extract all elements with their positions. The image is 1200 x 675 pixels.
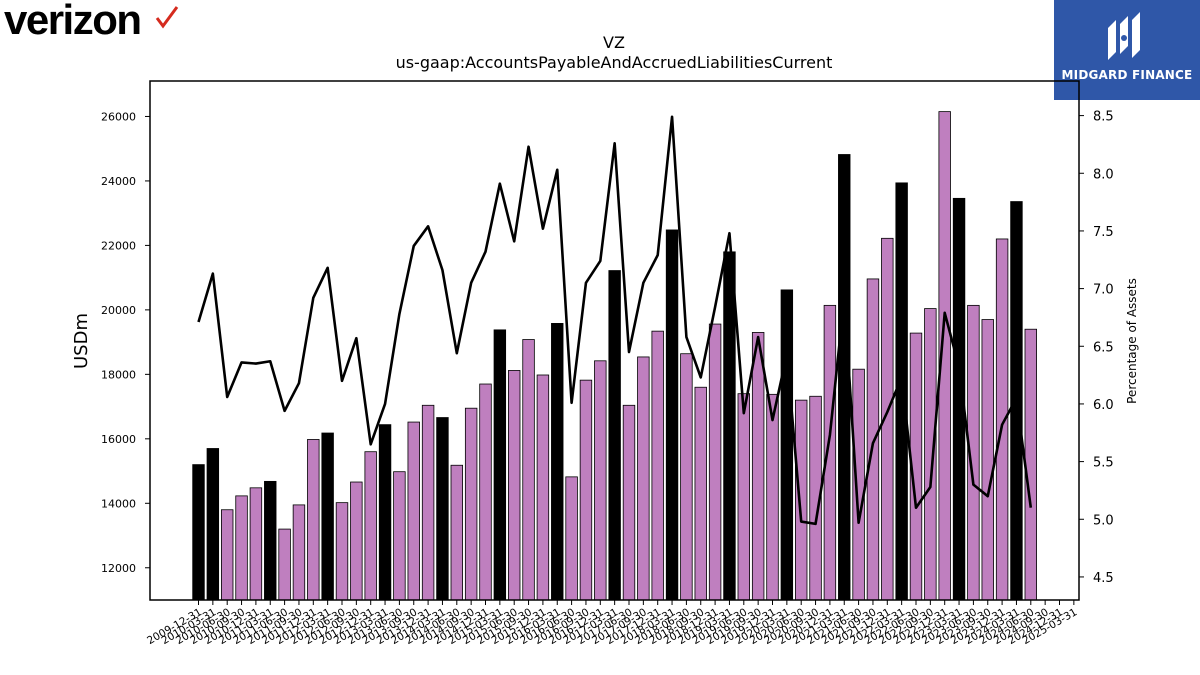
bar	[780, 289, 794, 601]
bar	[637, 356, 650, 601]
x-axis: 2009-12-312010-03-312010-06-302010-09-30…	[145, 600, 1079, 647]
bar	[278, 528, 291, 601]
bar	[795, 399, 808, 601]
verizon-logo: verizon	[4, 0, 184, 50]
midgard-brand-text: MIDGARD FINANCE	[1061, 68, 1193, 82]
y-axis-left: 12000 14000 16000 18000 20000 22000 24000 26000	[101, 110, 150, 575]
y2-tick-label: 5.5	[1093, 456, 1114, 471]
bar	[766, 393, 779, 601]
y-tick-label: 18000	[101, 368, 136, 381]
line-series	[197, 115, 1033, 526]
bar	[321, 432, 334, 601]
y-axis-label: USDm	[71, 313, 92, 369]
bar	[708, 323, 722, 601]
y2-tick-label: 7.5	[1093, 225, 1114, 240]
y-tick-label: 16000	[101, 433, 136, 446]
bar	[594, 360, 607, 601]
bar	[507, 370, 521, 601]
bar	[235, 495, 248, 601]
chart-subtitle: us-gaap:AccountsPayableAndAccruedLiabili…	[396, 53, 833, 72]
bar	[479, 383, 492, 601]
y2-tick-label: 4.5	[1093, 571, 1114, 586]
bar	[924, 308, 937, 601]
midgard-emblem-icon	[1108, 12, 1140, 60]
chart-title: VZ	[603, 33, 625, 52]
bar	[493, 329, 507, 601]
y2-tick-label: 6.5	[1093, 340, 1114, 355]
bar	[608, 270, 621, 601]
bar	[364, 451, 377, 601]
bar	[264, 480, 277, 601]
series-line	[197, 115, 1033, 526]
midgard-finance-logo: MIDGARD FINANCE	[1054, 0, 1200, 100]
bar	[651, 330, 664, 601]
bar	[220, 509, 234, 601]
bar	[206, 448, 220, 601]
bar-series	[192, 111, 1038, 601]
bar	[307, 439, 320, 601]
bar	[665, 229, 679, 601]
bar	[895, 182, 908, 601]
checkmark-icon	[155, 6, 179, 29]
bar	[378, 424, 392, 601]
bar	[335, 502, 349, 601]
bar	[579, 379, 593, 601]
bar	[522, 339, 535, 601]
bar	[981, 319, 994, 601]
bar	[565, 476, 578, 601]
bar	[393, 471, 406, 601]
bar	[551, 323, 564, 601]
bar	[622, 404, 636, 601]
bar	[723, 251, 736, 601]
bar	[680, 353, 693, 601]
y-tick-label: 14000	[101, 497, 136, 510]
y-tick-label: 26000	[101, 110, 136, 123]
bar	[1024, 328, 1038, 601]
y-tick-label: 22000	[101, 239, 136, 252]
y-tick-label: 12000	[101, 562, 136, 575]
bar	[694, 386, 707, 601]
y2-tick-label: 7.0	[1093, 283, 1114, 298]
bar	[852, 368, 865, 601]
bar	[292, 504, 306, 601]
bar	[192, 464, 205, 601]
y-tick-label: 24000	[101, 175, 136, 188]
bar	[536, 374, 550, 601]
bar	[464, 407, 478, 601]
bar	[249, 487, 263, 601]
y-axis-right: 4.5 5.0 5.5 6.0 6.5 7.0 7.5 8.0 8.5	[1079, 110, 1114, 586]
y2-tick-label: 5.0	[1093, 513, 1114, 528]
bar	[350, 481, 363, 601]
y2-tick-label: 6.0	[1093, 398, 1114, 413]
bar	[737, 393, 751, 601]
bar	[421, 404, 435, 601]
y2-axis-label: Percentage of Assets	[1125, 278, 1139, 404]
bar	[450, 464, 464, 601]
y-tick-label: 20000	[101, 304, 136, 317]
verizon-wordmark: verizon	[4, 0, 142, 43]
bar	[866, 278, 880, 601]
y2-tick-label: 8.0	[1093, 167, 1114, 182]
bar	[751, 332, 765, 601]
y2-tick-label: 8.5	[1093, 110, 1114, 125]
bar	[407, 421, 420, 601]
bar	[436, 417, 449, 601]
